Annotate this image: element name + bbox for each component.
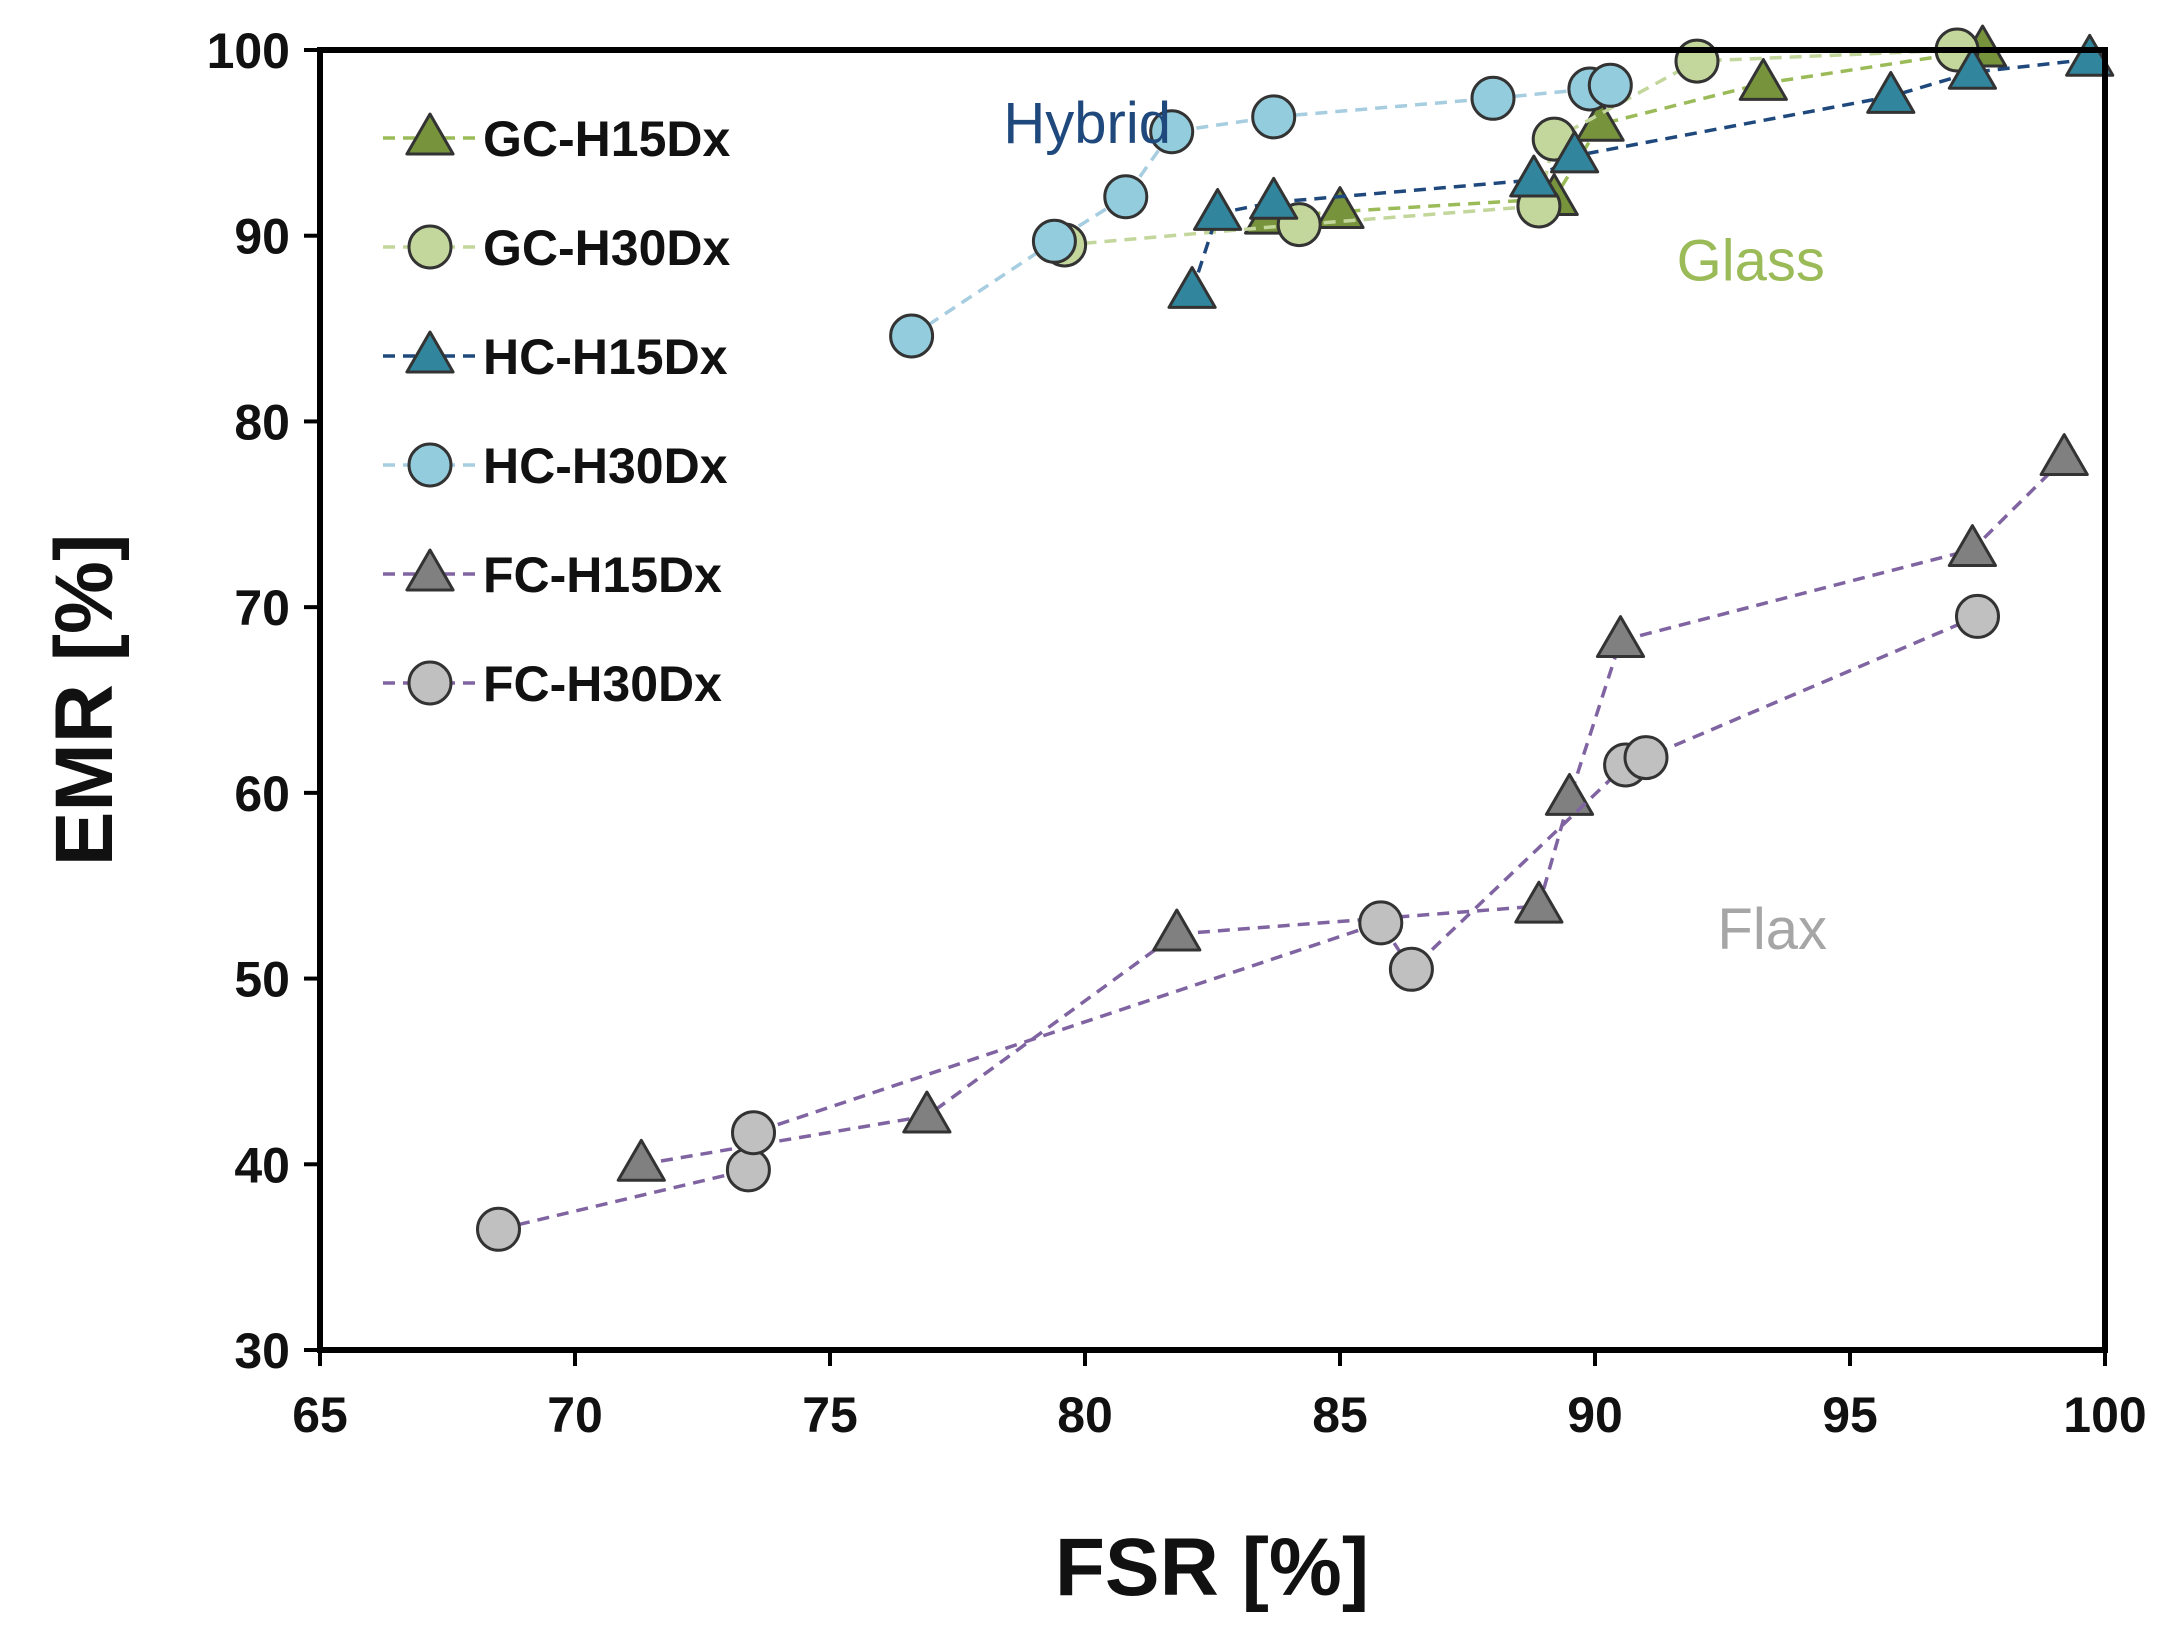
data-point-gc-h15dx xyxy=(1315,186,1365,230)
series-line-fc-h15dx xyxy=(641,457,2066,1167)
legend-item-hc-h15dx: HC-H15Dx xyxy=(383,329,728,385)
data-point-hc-h15dx xyxy=(1193,187,1243,231)
y-tick-label: 30 xyxy=(234,1323,290,1379)
legend-marker-fc-h15dx xyxy=(405,548,455,592)
y-tick-label: 100 xyxy=(207,23,290,79)
data-point-fc-h30dx xyxy=(476,1206,521,1252)
data-point-fc-h15dx xyxy=(902,1090,952,1134)
x-tick-label: 85 xyxy=(1312,1387,1368,1443)
data-point-gc-h15dx xyxy=(1738,57,1788,101)
x-tick-label: 70 xyxy=(547,1387,603,1443)
data-point-fc-h15dx xyxy=(1544,772,1595,816)
axes-layer: 65 70 75 80 85 90 95 100 30 40 50 60 70 80 90 100 xyxy=(207,23,2147,1443)
legend-label-hc-h15dx: HC-H15Dx xyxy=(483,329,728,385)
series-fc-h15dx xyxy=(616,433,2089,1182)
legend-item-hc-h30dx: HC-H30Dx xyxy=(383,438,728,494)
annotation-flax: Flax xyxy=(1717,897,1827,962)
y-tick-label: 90 xyxy=(234,209,290,265)
series-line-gc-h30dx xyxy=(1064,48,1958,247)
data-point-hc-h15dx xyxy=(1947,46,1997,90)
data-point-hc-h15dx xyxy=(2065,33,2115,77)
legend-marker-fc-h30dx xyxy=(407,660,453,706)
y-tick-label: 80 xyxy=(234,394,290,450)
data-point-fc-h15dx xyxy=(1514,880,1564,924)
data-point-hc-h30dx xyxy=(889,313,935,359)
data-point-fc-h30dx xyxy=(1358,900,1404,946)
x-tick-label: 75 xyxy=(802,1387,858,1443)
y-axis-title: EMR [%] xyxy=(39,534,130,867)
legend-item-fc-h30dx: FC-H30Dx xyxy=(383,656,722,712)
data-point-gc-h30dx xyxy=(1674,38,1720,84)
x-tick-label: 65 xyxy=(292,1387,348,1443)
data-point-hc-h15dx xyxy=(1866,70,1916,114)
data-point-fc-h30dx xyxy=(1623,735,1669,781)
data-point-fc-h30dx xyxy=(1955,593,2000,639)
data-point-hc-h30dx xyxy=(1031,218,1077,264)
legend: GC-H15Dx GC-H30Dx HC-H15Dx HC-H30Dx FC-H15Dx… xyxy=(383,111,730,712)
data-point-hc-h15dx xyxy=(1167,265,1217,309)
data-point-hc-h30dx xyxy=(1251,94,1297,140)
annotation-hybrid: Hybrid xyxy=(1003,91,1171,156)
legend-item-gc-h30dx: GC-H30Dx xyxy=(383,220,730,276)
data-point-hc-h15dx xyxy=(1509,154,1559,198)
legend-label-fc-h15dx: FC-H15Dx xyxy=(483,547,722,603)
series-hc-h15dx xyxy=(1167,33,2115,309)
series-fc-h30dx xyxy=(476,593,2000,1252)
plot-area-frame xyxy=(317,47,2108,1353)
legend-marker-hc-h30dx xyxy=(407,442,453,488)
x-tick-label: 95 xyxy=(1822,1387,1878,1443)
y-tick-label: 50 xyxy=(234,952,290,1008)
data-point-hc-h30dx xyxy=(1470,75,1516,121)
data-point-fc-h15dx xyxy=(616,1138,666,1182)
data-point-fc-h15dx xyxy=(1595,615,1646,659)
legend-label-hc-h30dx: HC-H30Dx xyxy=(483,438,728,494)
data-point-fc-h30dx xyxy=(731,1110,776,1156)
annotation-glass: Glass xyxy=(1677,228,1825,293)
x-axis-title: FSR [%] xyxy=(1055,1522,1369,1613)
x-tick-label: 100 xyxy=(2063,1387,2146,1443)
data-point-fc-h30dx xyxy=(725,1147,771,1193)
legend-label-gc-h15dx: GC-H15Dx xyxy=(483,111,730,167)
legend-item-fc-h15dx: FC-H15Dx xyxy=(383,547,722,603)
data-point-hc-h30dx xyxy=(1587,62,1633,108)
y-tick-label: 70 xyxy=(234,580,290,636)
data-point-hc-h30dx xyxy=(1103,174,1149,220)
series-layer xyxy=(476,24,2115,1252)
data-point-fc-h15dx xyxy=(1947,524,1997,568)
data-point-fc-h15dx xyxy=(1152,908,1202,952)
legend-label-gc-h30dx: GC-H30Dx xyxy=(483,220,730,276)
data-point-fc-h30dx xyxy=(1388,946,1434,992)
x-tick-label: 90 xyxy=(1567,1387,1623,1443)
legend-marker-hc-h15dx xyxy=(405,330,455,374)
data-point-fc-h15dx xyxy=(2039,433,2089,477)
y-tick-label: 40 xyxy=(234,1137,290,1193)
annotations: Hybrid Glass Flax xyxy=(1003,91,1827,962)
y-tick-label: 60 xyxy=(234,766,290,822)
legend-item-gc-h15dx: GC-H15Dx xyxy=(383,111,730,167)
legend-marker-gc-h30dx xyxy=(407,224,453,270)
x-tick-label: 80 xyxy=(1057,1387,1113,1443)
legend-label-fc-h30dx: FC-H30Dx xyxy=(483,656,722,712)
data-point-hc-h15dx xyxy=(1249,176,1299,220)
legend-marker-gc-h15dx xyxy=(405,112,455,156)
data-point-hc-h15dx xyxy=(1550,130,1600,174)
data-point-hc-h30dx xyxy=(1149,109,1195,155)
series-hc-h30dx xyxy=(889,62,1633,359)
